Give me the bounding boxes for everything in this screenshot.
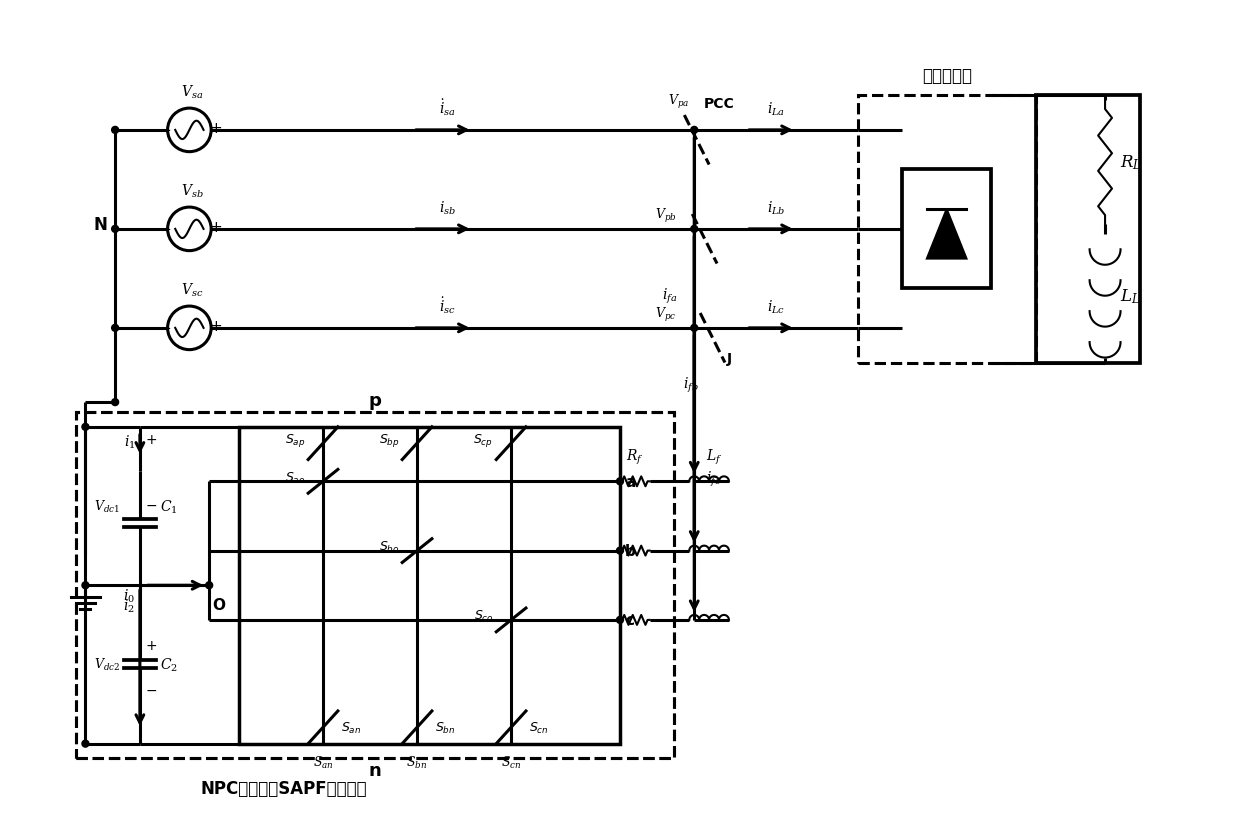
Circle shape bbox=[691, 325, 698, 332]
Text: $V_{sc}$: $V_{sc}$ bbox=[181, 281, 203, 299]
Circle shape bbox=[691, 127, 698, 134]
Circle shape bbox=[82, 582, 89, 589]
Circle shape bbox=[112, 226, 119, 233]
Circle shape bbox=[616, 547, 624, 554]
Text: $i_{Lb}$: $i_{Lb}$ bbox=[766, 199, 785, 217]
Bar bbox=[1035, 96, 1140, 363]
Text: $S_{bo}$: $S_{bo}$ bbox=[378, 539, 399, 555]
Text: $+$: $+$ bbox=[208, 319, 222, 334]
Text: $S_{bn}$: $S_{bn}$ bbox=[435, 719, 455, 735]
Text: $\dot{i}_{sc}$: $\dot{i}_{sc}$ bbox=[439, 294, 456, 316]
Text: $+$: $+$ bbox=[145, 433, 157, 447]
Bar bbox=[76, 413, 675, 758]
Text: $S_{cn}$: $S_{cn}$ bbox=[529, 719, 548, 735]
Text: $R_f$: $R_f$ bbox=[626, 447, 644, 467]
Text: $C_2$: $C_2$ bbox=[160, 656, 177, 673]
Bar bbox=[239, 428, 620, 743]
Text: $i_{fa}$: $i_{fa}$ bbox=[662, 287, 677, 306]
Circle shape bbox=[82, 424, 89, 431]
Text: $+$: $+$ bbox=[208, 220, 222, 235]
Text: $i_{sb}$: $i_{sb}$ bbox=[439, 199, 456, 217]
Text: $S_{cn}$: $S_{cn}$ bbox=[501, 753, 521, 770]
Text: $R_L$: $R_L$ bbox=[1120, 154, 1142, 172]
Polygon shape bbox=[926, 210, 966, 259]
Text: J: J bbox=[727, 351, 732, 366]
Text: $i_{fc}$: $i_{fc}$ bbox=[707, 470, 722, 489]
Circle shape bbox=[82, 740, 89, 748]
Text: $S_{ap}$: $S_{ap}$ bbox=[285, 431, 305, 448]
Text: $S_{an}$: $S_{an}$ bbox=[312, 753, 334, 770]
Text: $i_{Lc}$: $i_{Lc}$ bbox=[766, 299, 785, 316]
Bar bbox=[903, 170, 991, 289]
Text: N: N bbox=[93, 216, 107, 234]
Circle shape bbox=[112, 399, 119, 406]
Text: c: c bbox=[625, 613, 634, 628]
Text: $-$: $-$ bbox=[157, 319, 171, 334]
Text: $V_{sb}$: $V_{sb}$ bbox=[181, 183, 203, 200]
Text: $S_{bp}$: $S_{bp}$ bbox=[378, 431, 399, 448]
Text: 非线性负载: 非线性负载 bbox=[921, 67, 972, 85]
Text: n: n bbox=[368, 762, 382, 780]
Circle shape bbox=[616, 617, 624, 624]
Circle shape bbox=[112, 127, 119, 134]
Text: $i_{La}$: $i_{La}$ bbox=[766, 101, 785, 118]
Text: $V_{sa}$: $V_{sa}$ bbox=[181, 84, 203, 101]
Text: $V_{dc1}$: $V_{dc1}$ bbox=[94, 499, 120, 514]
Text: p: p bbox=[368, 391, 382, 409]
Text: $V_{dc2}$: $V_{dc2}$ bbox=[94, 657, 120, 672]
Text: b: b bbox=[625, 543, 636, 558]
Circle shape bbox=[616, 478, 624, 485]
Text: $V_{pc}$: $V_{pc}$ bbox=[655, 305, 677, 323]
Text: $S_{ao}$: $S_{ao}$ bbox=[285, 471, 305, 485]
Bar bbox=[76, 413, 675, 758]
Text: $L_L$: $L_L$ bbox=[1120, 287, 1141, 306]
Text: $S_{bn}$: $S_{bn}$ bbox=[407, 753, 428, 770]
Circle shape bbox=[206, 582, 212, 589]
Text: NPC型三电平SAPF简化结构: NPC型三电平SAPF简化结构 bbox=[200, 779, 367, 797]
Circle shape bbox=[691, 226, 698, 233]
Text: $L_f$: $L_f$ bbox=[706, 447, 722, 467]
Text: PCC: PCC bbox=[704, 97, 735, 111]
Text: $-$: $-$ bbox=[145, 682, 157, 696]
Text: $S_{co}$: $S_{co}$ bbox=[474, 609, 494, 624]
Text: $i_1$: $i_1$ bbox=[124, 433, 135, 451]
Text: $+$: $+$ bbox=[208, 122, 222, 136]
Text: a: a bbox=[625, 474, 635, 490]
Bar bbox=[858, 96, 1035, 363]
Text: $V_{pa}$: $V_{pa}$ bbox=[668, 93, 689, 111]
Text: $-$: $-$ bbox=[145, 497, 157, 511]
Text: $i_0$: $i_0$ bbox=[123, 586, 135, 604]
Text: $+$: $+$ bbox=[145, 638, 157, 652]
Text: $-$: $-$ bbox=[157, 122, 171, 136]
Text: O: O bbox=[212, 597, 226, 612]
Text: $V_{pb}$: $V_{pb}$ bbox=[655, 207, 677, 225]
Text: $S_{an}$: $S_{an}$ bbox=[341, 719, 361, 735]
Circle shape bbox=[112, 325, 119, 332]
Text: $S_{cp}$: $S_{cp}$ bbox=[474, 431, 494, 448]
Text: $i_2$: $i_2$ bbox=[123, 596, 135, 614]
Text: $\dot{i}_{sa}$: $\dot{i}_{sa}$ bbox=[439, 97, 456, 118]
Text: $-$: $-$ bbox=[157, 220, 171, 235]
Text: $i_{fb}$: $i_{fb}$ bbox=[683, 375, 699, 395]
Text: $C_1$: $C_1$ bbox=[160, 498, 177, 515]
